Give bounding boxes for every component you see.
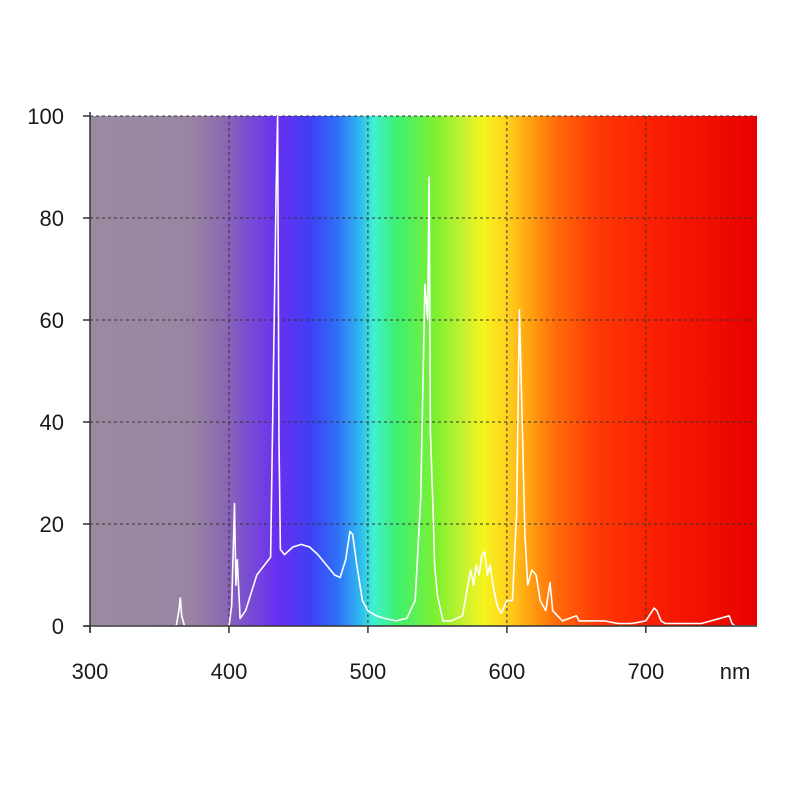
x-tick-label: 500 [350,659,387,684]
x-tick-label: 400 [211,659,248,684]
grid-lines [90,115,757,626]
y-tick-label: 20 [40,512,64,537]
axes [83,112,757,633]
tick-labels: 300 400 500 600 700 0 20 40 60 80 100 [27,104,664,684]
y-tick-label: 40 [40,410,64,435]
y-tick-label: 80 [40,206,64,231]
y-tick-label: 60 [40,308,64,333]
x-tick-label: 600 [489,659,526,684]
x-tick-label: 700 [627,659,664,684]
y-tick-label: 0 [52,614,64,639]
x-tick-label: 300 [72,659,109,684]
spectrum-line [90,115,757,627]
x-unit-label: nm [720,659,751,684]
y-tick-label: 100 [27,104,64,129]
